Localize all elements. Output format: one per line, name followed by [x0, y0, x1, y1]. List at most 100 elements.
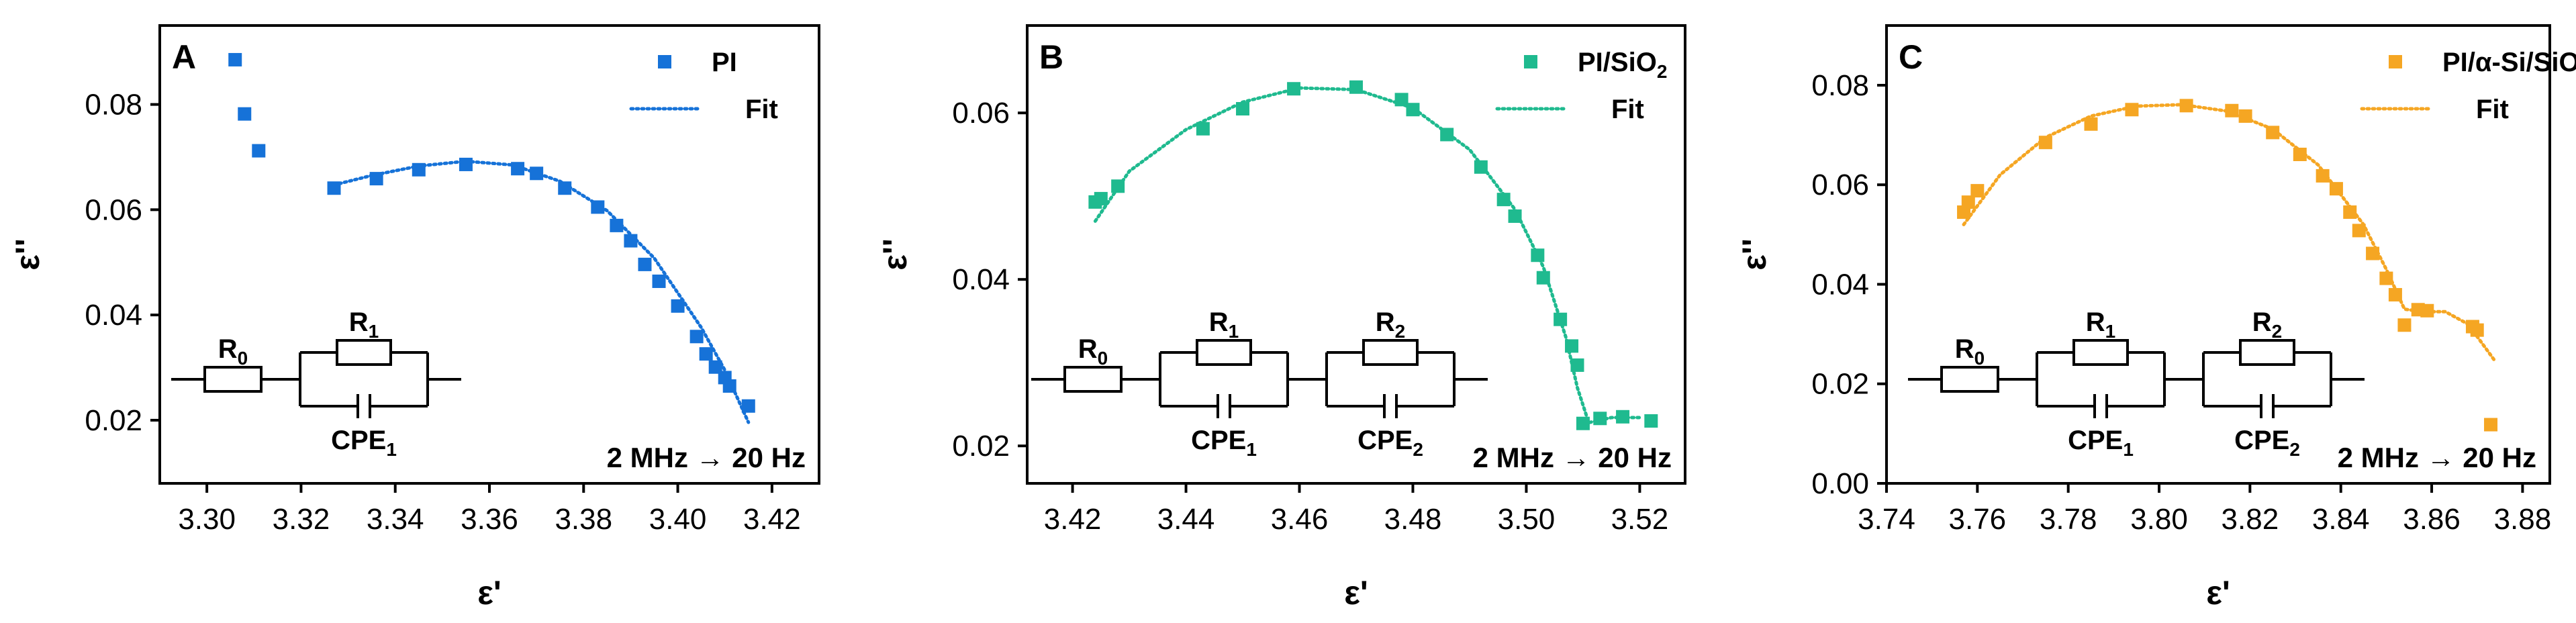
circuit-label-r-main: R [2252, 307, 2272, 337]
circuit-label-cpe: CPE1 [1191, 426, 1257, 460]
legend-data-label-main: PI/SiO [1578, 48, 1657, 77]
x-tick-label: 3.50 [1498, 503, 1556, 536]
circuit-label-cpe: CPE1 [331, 426, 397, 460]
fit-curve-series-1 [1093, 86, 1641, 425]
y-tick-label: 0.06 [952, 97, 1010, 130]
circuit-label-cpe-subscript: 1 [386, 439, 397, 460]
circuit-label-cpe-subscript: 1 [1246, 439, 1257, 460]
resistor-symbol [1196, 339, 1252, 366]
data-point [1111, 179, 1125, 193]
circuit-label-cpe-main: CPE [1191, 426, 1246, 455]
circuit-label-r-subscript: 2 [2272, 321, 2283, 342]
y-tick-label: 0.02 [952, 430, 1010, 463]
data-point [671, 299, 685, 313]
x-axis-label: ε' [1344, 574, 1368, 612]
data-point [1970, 184, 1985, 198]
legend-data-label: PI/SiO2 [1578, 48, 1667, 82]
x-tick-label: 3.42 [743, 503, 801, 536]
data-point [1644, 414, 1658, 428]
data-point [1287, 82, 1301, 96]
data-point [624, 234, 638, 248]
data-point [459, 157, 473, 171]
data-point [2179, 99, 2193, 113]
chart-panel-b: 3.42 3.44 3.46 3.48 3.50 3.52 0.02 0.04 0.06 ε' ε'… [876, 24, 1686, 612]
frequency-range-note: 2 MHz → 20 Hz [1473, 442, 1672, 473]
circuit-label-r: R2 [1376, 307, 1405, 342]
x-tick-label: 3.46 [1271, 503, 1329, 536]
chart-panel-a: 3.30 3.32 3.34 3.36 3.38 3.40 3.42 0.02 0.04 0.06… [9, 24, 820, 612]
panel-label: A [172, 38, 196, 76]
circuit-label-r-main: R [349, 307, 369, 337]
x-tick-label: 3.78 [2040, 503, 2097, 536]
legend-marker [1524, 55, 1537, 68]
circuit-label-r0: R0 [218, 334, 248, 369]
circuit-label-cpe: CPE1 [2068, 426, 2134, 460]
circuit-label-r: R1 [349, 307, 379, 342]
plot-frame [1885, 24, 2551, 485]
data-point [708, 360, 722, 374]
resistor-symbol [203, 366, 263, 393]
data-point [722, 379, 736, 393]
circuit-label-cpe-subscript: 1 [2123, 439, 2134, 460]
x-tick-label: 3.32 [273, 503, 330, 536]
data-point [2329, 182, 2343, 196]
circuit-label-cpe-main: CPE [331, 426, 386, 455]
data-point [1496, 193, 1511, 207]
plot-frame [158, 24, 820, 485]
data-point [1554, 312, 1568, 326]
data-point [2366, 246, 2380, 260]
y-tick-label: 0.08 [85, 89, 142, 122]
data-point [228, 52, 242, 66]
legend-data-label-main: PI/α-Si/SiO [2442, 48, 2576, 77]
y-tick-label: 0.00 [1811, 467, 1869, 500]
frequency-range-note: 2 MHz → 20 Hz [607, 442, 806, 473]
data-point [1565, 339, 1579, 353]
data-point [2266, 126, 2280, 140]
panel-label: C [1899, 38, 1923, 76]
circuit-label-cpe-subscript: 2 [2289, 439, 2300, 460]
circuit-label-r0-subscript: 0 [1974, 348, 1985, 369]
data-point [2125, 103, 2139, 117]
resistor-symbol [1940, 366, 1999, 393]
data-point [2038, 136, 2052, 150]
circuit-label-r: R2 [2252, 307, 2282, 342]
data-point [2084, 117, 2098, 131]
circuit-label-r0-main: R [1955, 334, 1974, 364]
circuit-label-r: R1 [1209, 307, 1239, 342]
data-point [638, 257, 652, 271]
circuit-label-cpe: CPE2 [1357, 426, 1423, 460]
data-point [2343, 205, 2357, 219]
data-point [2352, 224, 2366, 238]
frequency-range-note: 2 MHz → 20 Hz [2338, 442, 2536, 473]
data-point [1570, 358, 1584, 372]
data-point [2238, 109, 2252, 123]
x-tick-label: 3.44 [1157, 503, 1215, 536]
y-tick-label: 0.06 [1811, 169, 1869, 201]
data-point [369, 172, 383, 186]
data-point [1349, 80, 1363, 94]
data-point [741, 399, 755, 413]
circuit-label-cpe-subscript: 2 [1413, 439, 1423, 460]
data-point [2484, 418, 2498, 432]
x-tick-label: 3.36 [461, 503, 518, 536]
data-point [2316, 169, 2330, 183]
fit-curve-series-1 [1962, 103, 2497, 363]
circuit-label-cpe-main: CPE [2234, 426, 2289, 455]
data-point [1616, 410, 1630, 424]
y-axis-label: ε'' [876, 238, 914, 271]
circuit-label-r-subscript: 1 [1229, 321, 1239, 342]
data-point [2379, 271, 2393, 285]
legend-marker [2389, 55, 2402, 68]
y-axis-label: ε'' [9, 238, 46, 271]
x-tick-label: 3.76 [1949, 503, 2007, 536]
x-tick-label: 3.40 [649, 503, 707, 536]
data-point [1394, 93, 1409, 107]
data-point [1508, 209, 1522, 223]
data-point [1440, 128, 1454, 142]
data-point [2293, 147, 2307, 161]
circuit-label-cpe: CPE2 [2234, 426, 2300, 460]
data-point [530, 166, 544, 181]
data-point [1094, 191, 1108, 205]
data-point [1236, 102, 1250, 115]
